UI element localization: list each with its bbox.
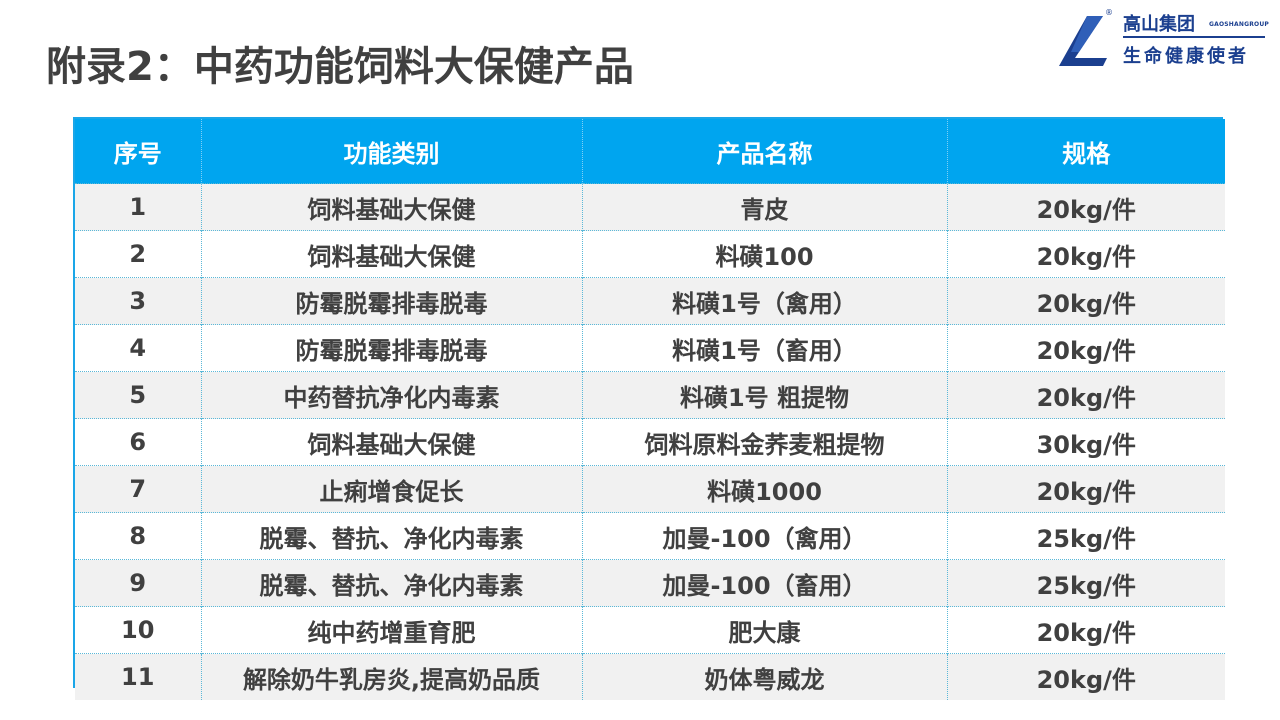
cell-category: 饲料基础大保健 xyxy=(201,183,583,231)
cell-index: 8 xyxy=(75,512,202,560)
logo-slogan: 生命健康使者 xyxy=(1123,46,1249,67)
product-table: 序号 功能类别 产品名称 规格 1 饲料基础大保健 青皮 20kg/件 2 饲料… xyxy=(73,117,1225,700)
cell-product-name: 料磺1号（畜用） xyxy=(582,324,948,372)
cell-product-name: 料磺100 xyxy=(582,230,948,278)
cell-category: 饲料基础大保健 xyxy=(201,230,583,278)
cell-index: 3 xyxy=(75,277,202,325)
logo-divider xyxy=(1123,36,1265,38)
cell-spec: 20kg/件 xyxy=(947,465,1225,513)
cell-category: 止痢增食促长 xyxy=(201,465,583,513)
cell-index: 11 xyxy=(75,653,202,700)
header-product-name: 产品名称 xyxy=(582,119,948,184)
logo-company-name: 高山集团 xyxy=(1123,14,1195,35)
cell-index: 1 xyxy=(75,183,202,231)
header-spec: 规格 xyxy=(947,119,1225,184)
header-index: 序号 xyxy=(75,119,202,184)
table-row: 11 解除奶牛乳房炎,提高奶品质 奶体粤威龙 20kg/件 xyxy=(75,653,1225,700)
cell-category: 饲料基础大保健 xyxy=(201,418,583,466)
cell-product-name: 肥大康 xyxy=(582,606,948,654)
cell-category: 纯中药增重育肥 xyxy=(201,606,583,654)
cell-product-name: 青皮 xyxy=(582,183,948,231)
cell-spec: 20kg/件 xyxy=(947,230,1225,278)
cell-category: 防霉脱霉排毒脱毒 xyxy=(201,324,583,372)
table-row: 1 饲料基础大保健 青皮 20kg/件 xyxy=(75,183,1225,231)
table-row: 5 中药替抗净化内毒素 料磺1号 粗提物 20kg/件 xyxy=(75,371,1225,419)
cell-index: 4 xyxy=(75,324,202,372)
cell-spec: 30kg/件 xyxy=(947,418,1225,466)
cell-category: 脱霉、替抗、净化内毒素 xyxy=(201,512,583,560)
cell-spec: 20kg/件 xyxy=(947,653,1225,700)
table-row: 3 防霉脱霉排毒脱毒 料磺1号（禽用） 20kg/件 xyxy=(75,277,1225,325)
table-header-row: 序号 功能类别 产品名称 规格 xyxy=(75,119,1225,184)
table-row: 8 脱霉、替抗、净化内毒素 加曼-100（禽用） 25kg/件 xyxy=(75,512,1225,560)
table-row: 2 饲料基础大保健 料磺100 20kg/件 xyxy=(75,230,1225,278)
cell-spec: 25kg/件 xyxy=(947,512,1225,560)
cell-product-name: 料磺1号 粗提物 xyxy=(582,371,948,419)
cell-category: 防霉脱霉排毒脱毒 xyxy=(201,277,583,325)
cell-index: 2 xyxy=(75,230,202,278)
header-category: 功能类别 xyxy=(201,119,583,184)
cell-product-name: 加曼-100（禽用） xyxy=(582,512,948,560)
cell-spec: 20kg/件 xyxy=(947,183,1225,231)
logo-mark-icon xyxy=(1059,16,1107,66)
table-row: 6 饲料基础大保健 饲料原料金荞麦粗提物 30kg/件 xyxy=(75,418,1225,466)
cell-index: 6 xyxy=(75,418,202,466)
cell-product-name: 奶体粤威龙 xyxy=(582,653,948,700)
cell-spec: 20kg/件 xyxy=(947,371,1225,419)
company-logo: ® 高山集团 GAOSHANGROUP 生命健康使者 xyxy=(1057,8,1269,70)
registered-mark: ® xyxy=(1105,8,1113,17)
cell-spec: 20kg/件 xyxy=(947,606,1225,654)
page-title: 附录2：中药功能饲料大保健产品 xyxy=(46,44,634,90)
cell-category: 中药替抗净化内毒素 xyxy=(201,371,583,419)
cell-spec: 20kg/件 xyxy=(947,277,1225,325)
cell-index: 5 xyxy=(75,371,202,419)
cell-spec: 20kg/件 xyxy=(947,324,1225,372)
cell-category: 脱霉、替抗、净化内毒素 xyxy=(201,559,583,607)
table-row: 9 脱霉、替抗、净化内毒素 加曼-100（畜用） 25kg/件 xyxy=(75,559,1225,607)
cell-product-name: 加曼-100（畜用） xyxy=(582,559,948,607)
cell-product-name: 料磺1号（禽用） xyxy=(582,277,948,325)
cell-index: 9 xyxy=(75,559,202,607)
cell-product-name: 料磺1000 xyxy=(582,465,948,513)
cell-index: 7 xyxy=(75,465,202,513)
cell-spec: 25kg/件 xyxy=(947,559,1225,607)
logo-company-name-en: GAOSHANGROUP xyxy=(1209,21,1269,28)
table-row: 7 止痢增食促长 料磺1000 20kg/件 xyxy=(75,465,1225,513)
table-row: 10 纯中药增重育肥 肥大康 20kg/件 xyxy=(75,606,1225,654)
table-row: 4 防霉脱霉排毒脱毒 料磺1号（畜用） 20kg/件 xyxy=(75,324,1225,372)
cell-index: 10 xyxy=(75,606,202,654)
cell-category: 解除奶牛乳房炎,提高奶品质 xyxy=(201,653,583,700)
cell-product-name: 饲料原料金荞麦粗提物 xyxy=(582,418,948,466)
